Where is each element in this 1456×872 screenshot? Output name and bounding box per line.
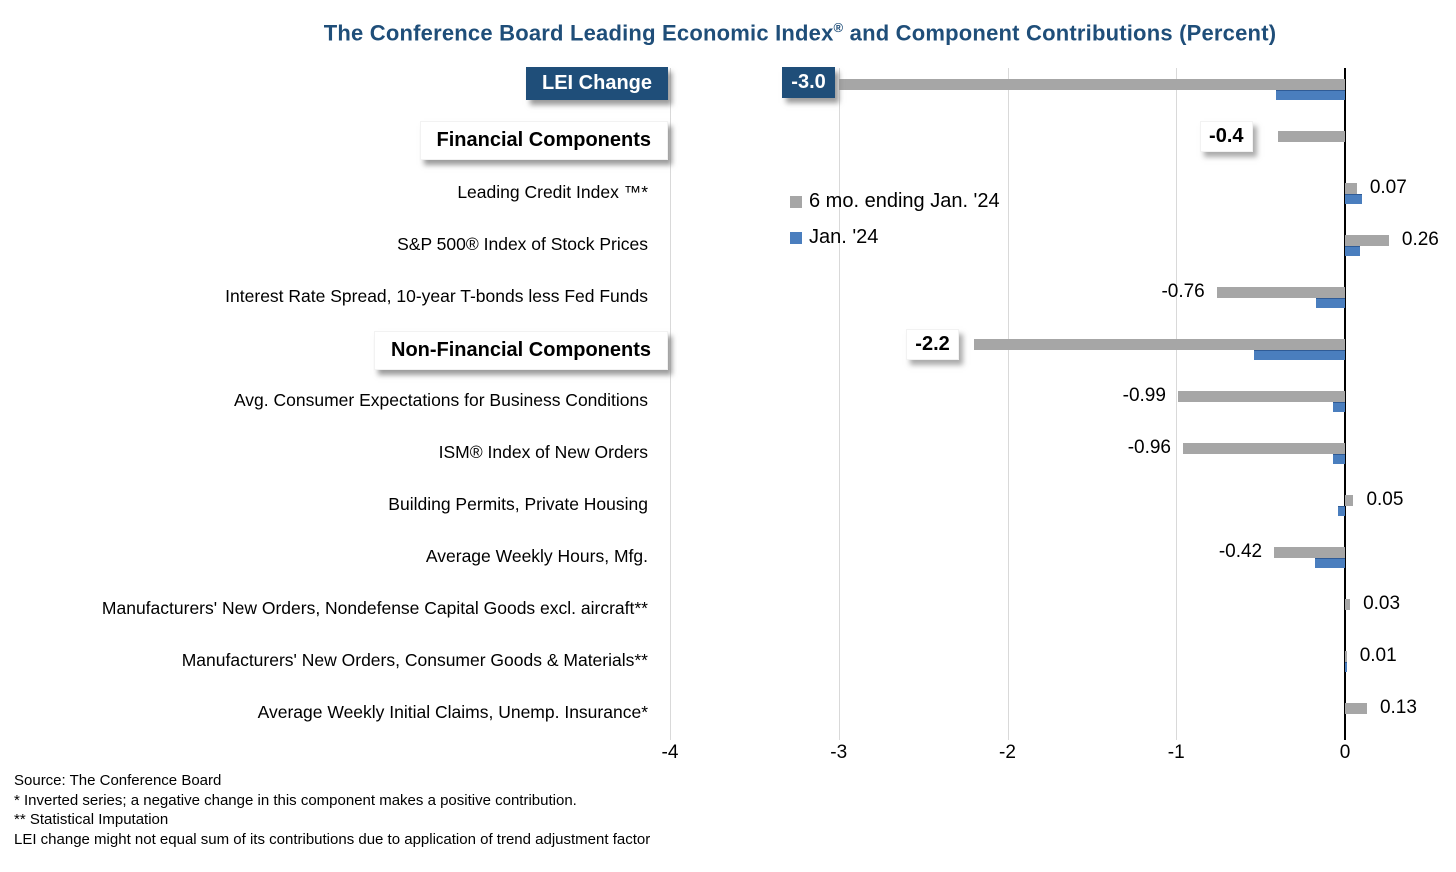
- bar-jan24-4: [1316, 297, 1345, 308]
- bar-jan24-7: [1333, 453, 1345, 464]
- blue-square-swatch-icon: [790, 231, 802, 244]
- legend-label-jan24: Jan. '24: [809, 226, 879, 248]
- value-label-8: 0.05: [1366, 489, 1404, 510]
- bar-6mo-11: [1345, 650, 1347, 662]
- bar-6mo-0: [838, 78, 1345, 90]
- category-label-12: Average Weekly Initial Claims, Unemp. In…: [257, 702, 648, 722]
- category-label-7: ISM® Index of New Orders: [438, 442, 648, 462]
- value-label-9: -0.42: [1218, 541, 1263, 562]
- bar-6mo-1: [1277, 130, 1345, 142]
- bar-jan24-8: [1338, 505, 1345, 516]
- x-tick--4: -4: [661, 742, 679, 763]
- bar-6mo-8: [1345, 494, 1354, 506]
- x-tick--2: -2: [999, 742, 1016, 763]
- footnote-inverted-series: * Inverted series; a negative change in …: [14, 791, 577, 809]
- legend-item-jan24: Jan. '24: [790, 226, 1000, 249]
- gray-square-swatch-icon: [790, 195, 802, 208]
- footnotes: Source: The Conference Board * Inverted …: [14, 771, 650, 849]
- value-label-1: -0.4: [1200, 120, 1253, 152]
- bar-6mo-5: [973, 338, 1345, 350]
- gridline--2: [1007, 68, 1009, 740]
- category-label-10: Manufacturers' New Orders, Nondefense Ca…: [101, 598, 648, 618]
- bar-jan24-11: [1345, 661, 1347, 672]
- x-tick--1: -1: [1167, 742, 1185, 763]
- value-label-5: -2.2: [906, 328, 959, 360]
- category-box-1: Financial Components: [419, 120, 668, 160]
- bar-jan24-3: [1345, 245, 1361, 256]
- category-label-11: Manufacturers' New Orders, Consumer Good…: [181, 650, 648, 670]
- category-label-9: Average Weekly Hours, Mfg.: [425, 546, 648, 566]
- category-label-4: Interest Rate Spread, 10-year T-bonds le…: [225, 286, 648, 306]
- bar-jan24-0: [1275, 89, 1345, 100]
- chart-title: The Conference Board Leading Economic In…: [200, 20, 1400, 46]
- value-label-7: -0.96: [1127, 437, 1171, 458]
- bar-6mo-3: [1345, 234, 1389, 246]
- gridline--4: [670, 68, 671, 740]
- zero-axis-line: [1344, 68, 1346, 740]
- bar-jan24-9: [1314, 557, 1345, 568]
- value-label-4: -0.76: [1161, 281, 1205, 302]
- bar-jan24-2: [1345, 193, 1362, 204]
- bar-jan24-6: [1333, 401, 1345, 412]
- registered-mark: ®: [833, 20, 844, 35]
- bar-6mo-4: [1216, 286, 1345, 298]
- footnote-statistical-imputation: ** Statistical Imputation: [14, 811, 169, 828]
- bar-6mo-6: [1177, 390, 1345, 402]
- chart-title-text: The Conference Board Leading Economic In…: [323, 20, 834, 46]
- value-label-2: 0.07: [1369, 177, 1407, 198]
- value-label-12: 0.13: [1379, 697, 1417, 718]
- value-label-3: 0.26: [1401, 229, 1439, 250]
- chart-title-suffix: and Component Contributions (Percent): [843, 20, 1277, 46]
- footnote-trend-adjustment: LEI change might not equal sum of its co…: [14, 830, 651, 848]
- bar-jan24-5: [1253, 349, 1345, 360]
- chart-legend: 6 mo. ending Jan. '24 Jan. '24: [790, 190, 1000, 262]
- category-box-5: Non-Financial Components: [374, 330, 668, 370]
- category-label-2: Leading Credit Index ™*: [457, 182, 648, 202]
- bar-6mo-9: [1274, 546, 1345, 558]
- gridline--1: [1176, 68, 1178, 740]
- gridline--3: [838, 68, 840, 740]
- x-tick-0: 0: [1339, 742, 1351, 763]
- bar-6mo-10: [1345, 598, 1351, 610]
- legend-item-6mo: 6 mo. ending Jan. '24: [790, 190, 1000, 213]
- category-box-0: LEI Change: [525, 66, 668, 100]
- value-label-11: 0.01: [1359, 645, 1397, 666]
- bar-6mo-12: [1345, 702, 1367, 714]
- x-tick--3: -3: [830, 742, 848, 763]
- bar-6mo-2: [1345, 182, 1357, 194]
- legend-label-6mo: 6 mo. ending Jan. '24: [809, 190, 1000, 212]
- bar-6mo-7: [1183, 442, 1345, 454]
- category-label-6: Avg. Consumer Expectations for Business …: [233, 390, 648, 410]
- category-label-8: Building Permits, Private Housing: [388, 494, 648, 514]
- footnote-source: Source: The Conference Board: [14, 772, 222, 789]
- value-label-6: -0.99: [1122, 385, 1166, 406]
- category-label-3: S&P 500® Index of Stock Prices: [397, 234, 648, 254]
- value-label-0: -3.0: [782, 66, 835, 98]
- value-label-10: 0.03: [1363, 593, 1401, 614]
